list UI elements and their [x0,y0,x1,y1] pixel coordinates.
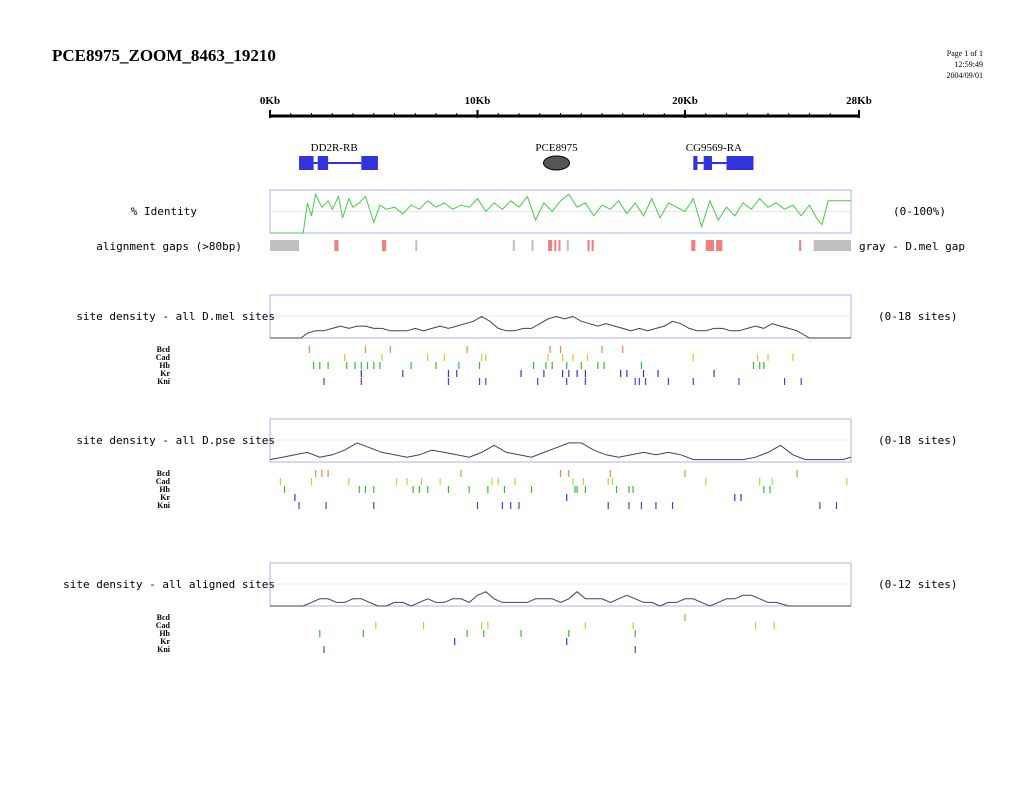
gap-red [591,240,594,251]
track-label-hb: Hb [159,361,170,370]
density-line [269,442,852,461]
density-line [270,315,851,339]
enhancer-element-label: PCE8975 [535,142,578,154]
gap-gray [813,240,851,251]
alignment-gaps-legend: gray - D.mel gap [859,240,965,253]
gene-exon [703,156,712,170]
gap-red [558,240,561,251]
density-range-label: (0-18 sites) [878,434,957,447]
gene-label: DD2R-RB [311,142,358,154]
gap-red [705,240,715,251]
axis-tick-label: 0Kb [260,95,280,107]
track-label-cad: Cad [156,477,171,486]
density-label: site density - all D.mel sites [76,310,275,323]
density-label: site density - all aligned sites [63,578,275,591]
density-line [270,591,851,607]
gap-red [334,240,339,251]
gap-gray [270,240,300,251]
gap-red [716,240,723,251]
print-time: 12:59:49 [954,60,983,69]
axis-tick-label: 28Kb [846,95,872,107]
track-label-hb: Hb [159,485,170,494]
gap-red [587,240,590,251]
gene-exon [693,156,698,170]
track-label-cad: Cad [156,621,171,630]
track-label-kr: Kr [160,493,170,502]
density-range-label: (0-12 sites) [878,578,957,591]
gene-exon [299,156,314,170]
track-label-bcd: Bcd [157,613,171,622]
gap-gray [512,240,515,251]
gap-red [554,240,557,251]
gene-exon [361,156,378,170]
gene-exon [317,156,329,170]
identity-line [270,192,851,234]
track-label-kni: Kni [157,501,171,510]
track-label-kni: Kni [157,645,171,654]
gap-gray [415,240,418,251]
gap-red [382,240,387,251]
track-label-kr: Kr [160,637,170,646]
alignment-gaps-label: alignment gaps (>80bp) [96,240,242,253]
track-label-cad: Cad [156,353,171,362]
track-label-kni: Kni [157,377,171,386]
density-range-label: (0-18 sites) [878,310,957,323]
density-label: site density - all D.pse sites [76,434,275,447]
identity-range-label: (0-100%) [893,205,946,218]
axis-tick-label: 20Kb [672,95,698,107]
gap-red [799,240,802,251]
page-info: Page 1 of 1 12:59:49 2004/09/01 [947,48,983,81]
gap-red [691,240,696,251]
page-title: PCE8975_ZOOM_8463_19210 [52,46,276,65]
gene-label: CG9569-RA [686,142,742,154]
gap-gray [566,240,569,251]
page-number: Page 1 of 1 [946,49,983,58]
gap-red [548,240,553,251]
track-label-bcd: Bcd [157,469,171,478]
track-label-bcd: Bcd [157,345,171,354]
print-date: 2004/09/01 [946,71,983,80]
identity-label: % Identity [131,205,198,218]
track-label-hb: Hb [159,629,170,638]
enhancer-element-ellipse [543,155,570,171]
gap-gray [531,240,534,251]
track-label-kr: Kr [160,369,170,378]
gene-exon [726,156,754,170]
axis-tick-label: 10Kb [465,95,491,107]
